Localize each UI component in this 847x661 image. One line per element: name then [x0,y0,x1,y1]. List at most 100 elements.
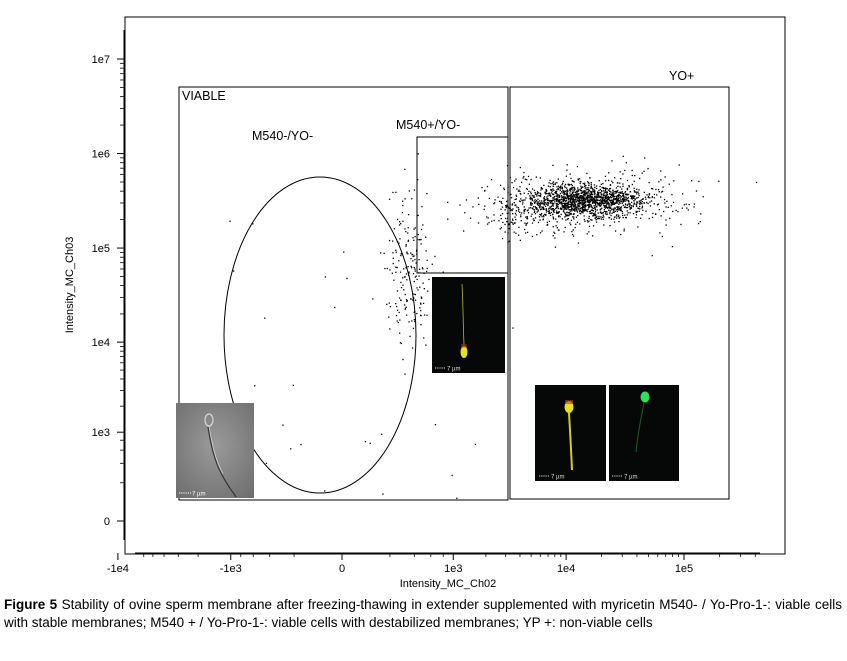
event-point [600,183,602,185]
event-point [422,302,425,304]
event-point [567,190,569,193]
event-point [545,199,547,201]
event-point [382,493,384,495]
event-point [569,188,571,190]
event-point [573,204,576,206]
event-point [590,185,592,187]
event-point [533,195,535,197]
event-point [550,211,552,214]
event-point [414,299,417,301]
event-point [584,208,586,210]
event-point [569,222,571,224]
event-point [600,192,602,194]
event-point [229,220,231,222]
event-point [614,207,616,210]
event-point [507,207,509,209]
event-point [603,202,605,204]
event-point [400,299,402,301]
event-point [564,226,566,229]
event-point [571,230,573,233]
event-point [603,196,605,198]
event-point [531,204,533,206]
event-point [547,204,549,206]
event-point [579,205,581,207]
event-point [581,209,583,211]
event-point [392,240,394,242]
event-point [420,238,422,241]
event-point [545,192,548,194]
event-point [570,198,572,200]
event-point [233,270,235,272]
svg-text:7 µm: 7 µm [447,367,460,373]
event-point [548,199,550,202]
event-point [512,218,514,220]
event-point [590,182,592,184]
event-point [415,262,417,264]
event-point [526,179,528,181]
event-point [576,210,578,212]
figure-caption: Figure 5 Stability of ovine sperm membra… [4,596,842,631]
event-point [606,188,608,190]
event-point [636,191,638,193]
event-point [413,319,415,321]
event-point [557,178,559,180]
event-point [589,210,591,212]
event-point [640,201,642,204]
event-point [404,168,406,170]
event-point [588,215,590,218]
event-point [682,193,684,195]
event-point [575,196,577,198]
event-point [633,202,635,204]
event-point [564,186,566,189]
event-point [582,207,584,209]
event-point [585,185,587,187]
event-point [419,268,421,270]
event-point [292,384,294,386]
event-point [590,186,593,188]
event-point [502,197,504,199]
event-point [569,201,571,203]
event-point [639,200,641,202]
event-point [515,194,517,196]
event-point [562,196,565,198]
event-point [592,188,594,191]
event-point [620,178,622,180]
event-point [588,203,590,206]
event-point [582,205,584,207]
event-point [552,193,554,195]
event-point [536,234,538,236]
gate-label-yo-plus: YO+ [669,69,694,83]
event-point [516,188,518,190]
event-point [564,213,567,215]
event-point [609,197,611,199]
event-point [591,195,593,198]
event-point [603,205,606,207]
event-point [514,222,516,224]
event-point [592,215,594,217]
event-point [615,187,618,189]
event-point [552,197,554,199]
event-point [562,199,564,201]
event-point [529,195,531,197]
event-point [580,202,582,205]
event-point [419,239,421,241]
event-point [565,219,567,221]
event-point [573,196,575,198]
event-point [572,199,575,201]
event-point [663,210,665,213]
event-point [407,240,409,242]
event-point [613,193,615,195]
event-point [583,206,585,208]
event-point [573,208,575,210]
event-point [399,271,402,273]
event-point [539,204,541,206]
event-point [601,203,603,205]
event-point [618,217,620,219]
event-point [524,222,526,224]
event-point [517,207,520,209]
event-point [609,194,612,196]
event-point [628,201,630,203]
event-point [589,201,592,203]
event-point [511,204,513,206]
event-point [550,200,552,203]
